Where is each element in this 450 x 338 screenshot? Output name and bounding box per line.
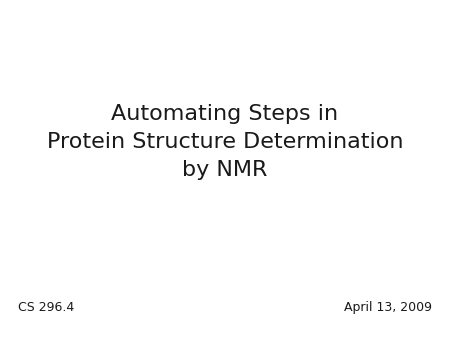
Text: CS 296.4: CS 296.4 <box>18 301 74 314</box>
Text: April 13, 2009: April 13, 2009 <box>344 301 432 314</box>
Text: Automating Steps in
Protein Structure Determination
by NMR: Automating Steps in Protein Structure De… <box>47 104 403 180</box>
